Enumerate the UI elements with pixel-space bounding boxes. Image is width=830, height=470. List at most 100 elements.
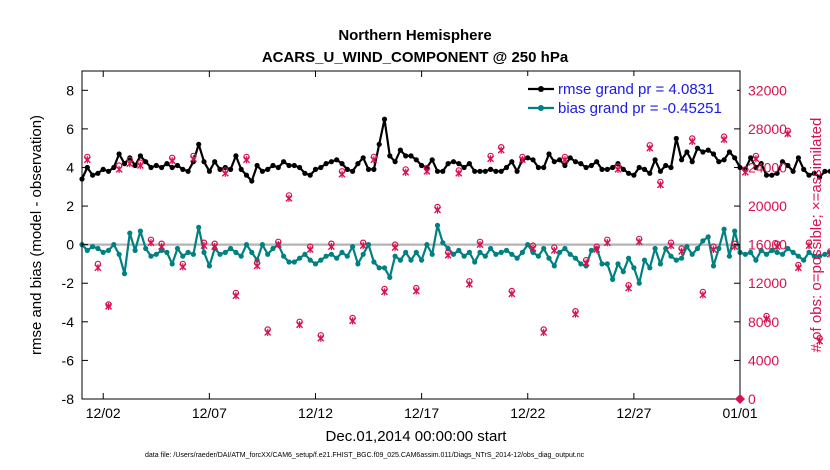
obs-assimilated-marker [572,310,579,318]
y-tick-label: -4 [62,314,75,330]
bias-point [286,259,292,265]
rmse-point [339,161,345,167]
bias-point [190,251,196,257]
bias-point [599,261,605,267]
y-tick-label: 4 [66,159,74,175]
rmse-point [588,162,595,169]
rmse-point [472,168,478,174]
bias-point [626,255,632,261]
rmse-point [456,161,462,167]
rmse-point [137,153,143,159]
bias-point [429,251,435,257]
bias-point [620,269,626,275]
rmse-point [817,174,823,180]
rmse-point [636,164,642,171]
rmse-point [445,161,451,167]
rmse-point [450,159,457,165]
bias-point [121,271,128,277]
bias-point [811,253,817,259]
bias-point [424,242,430,248]
bias-point [450,251,457,257]
bias-point [360,251,366,257]
bias-point [222,249,228,255]
rmse-point [710,151,717,157]
obs-assimilated-marker [253,262,261,270]
bias-point [604,261,610,267]
rmse-point [801,166,807,172]
rmse-point [201,159,207,165]
bias-point [180,253,186,259]
rmse-point [334,157,340,163]
rmse-point [265,166,271,172]
rmse-point [243,172,250,178]
bias-point [726,253,733,259]
bias-point [822,251,828,257]
bias-point [201,249,207,255]
rmse-point [774,170,780,176]
bias-point [785,245,791,252]
obs-assimilated-marker [296,321,304,329]
bias-point [339,249,345,255]
y-tick-label: 8 [66,82,74,98]
bias-point [663,245,669,252]
rmse-point [567,155,573,161]
obs-assimilated-marker [105,302,113,310]
obs-assimilated-marker [423,167,431,175]
rmse-point [297,164,303,171]
bias-point [477,249,483,255]
bias-point [132,247,138,253]
rmse-point [376,141,382,147]
y-tick-label: -2 [62,275,75,291]
bias-point [259,242,265,248]
bias-point [243,242,250,248]
bias-point [297,255,303,261]
obs-assimilated-marker [593,245,601,254]
obs-assimilated-marker [550,246,558,255]
bias-point [631,265,637,271]
chart-title-line-1: Northern Hemisphere [338,27,491,44]
bias-point [578,261,584,267]
rmse-point [673,135,679,142]
y-tick-label: 6 [66,121,74,137]
rmse-point [721,157,727,163]
bias-point [769,247,775,253]
bias-point [265,251,271,257]
bias-point [525,242,531,248]
rmse-point [795,155,802,161]
obs-assimilated-marker [635,238,643,246]
bias-point [116,251,122,257]
y2-tick-label: 32000 [748,82,787,98]
obs-assimilated-marker [243,156,250,164]
bias-point [307,257,313,263]
obs-assimilated-marker [115,165,123,173]
obs-assimilated-marker [741,168,749,176]
bias-point [84,247,90,253]
rmse-point [477,168,483,174]
rmse-point [525,155,531,161]
obs-assimilated-marker [508,290,516,298]
bias-point [350,244,356,250]
rmse-point [503,164,510,171]
rmse-point [785,162,791,169]
bias-point [344,253,350,259]
obs-assimilated-marker [784,130,792,138]
obs-assimilated-marker [147,239,155,247]
rmse-point [610,164,616,171]
rmse-point [180,166,186,172]
rmse-point [159,164,165,171]
rmse-point [355,161,361,167]
bias-point [705,234,711,240]
obs-assimilated-marker [200,242,208,250]
bias-point [530,249,536,255]
rmse-point [408,153,414,159]
bias-point [488,245,494,252]
rmse-point [419,162,425,169]
y2-tick-label: 16000 [748,237,787,253]
bias-point [567,251,573,257]
rmse-point [641,166,648,172]
rmse-point [344,166,350,172]
rmse-point [429,157,435,163]
bias-point [710,263,717,269]
obs-assimilated-marker [179,263,187,271]
rmse-point [631,172,637,178]
